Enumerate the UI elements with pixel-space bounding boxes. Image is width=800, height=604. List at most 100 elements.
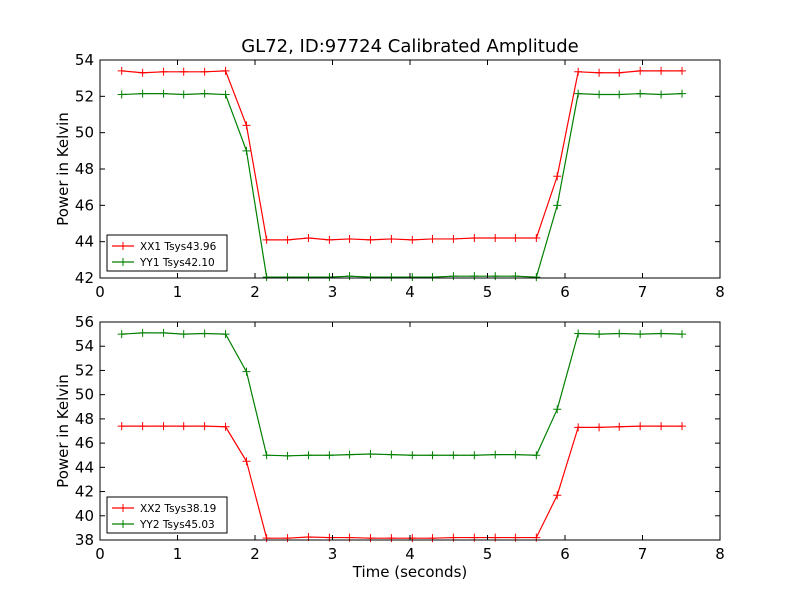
x-tick-label: 2 [250,545,260,563]
data-point [179,330,188,339]
x-tick-label: 6 [560,545,570,563]
data-point [470,272,479,281]
data-point [345,450,354,459]
y-tick-label: 52 [75,361,94,379]
y-tick-label: 48 [75,160,94,178]
data-point [138,328,147,337]
y-tick-label: 40 [75,507,94,525]
data-point [242,121,251,130]
series-line-1-2 [121,92,683,278]
x-tick-label: 7 [638,545,648,563]
x-tick-label: 1 [173,283,183,301]
data-point [428,234,437,243]
y-axis-label: Power in Kelvin [54,374,72,488]
data-point [283,235,292,244]
legend-label: XX1 Tsys43.96 [140,241,217,253]
legend-box [106,234,228,272]
y-tick-label: 54 [75,337,94,355]
data-point [615,68,624,77]
data-point [553,491,562,500]
data-point [553,172,562,181]
data-point [304,234,313,243]
data-point [574,329,583,338]
data-point [470,451,479,460]
data-point [242,457,251,466]
data-point [117,90,126,99]
data-point [428,451,437,460]
x-tick-label: 5 [483,545,493,563]
x-tick-label: 3 [328,283,338,301]
x-tick-label: 7 [638,283,648,301]
x-tick-label: 5 [483,283,493,301]
data-point [532,234,541,243]
y-tick-label: 42 [75,483,94,501]
series-line-2-1 [121,425,683,539]
data-point [262,235,271,244]
legend: XX1 Tsys43.96 YY1 Tsys42.10 [106,234,228,272]
data-point [200,89,209,98]
data-point [221,90,230,99]
y-tick-label: 50 [75,386,94,404]
data-point [345,272,354,281]
data-point [574,423,583,432]
data-point [511,450,520,459]
data-point [304,273,313,282]
data-point [159,422,168,431]
data-point [179,90,188,99]
data-point [283,273,292,282]
data-point [657,90,666,99]
data-point [200,67,209,76]
x-tick-label: 3 [328,545,338,563]
data-point [615,329,624,338]
data-point [159,89,168,98]
data-point [532,451,541,460]
data-point [179,67,188,76]
data-point [262,534,271,543]
data-point [595,68,604,77]
y-tick-label: 44 [75,233,94,251]
data-point [283,451,292,460]
legend-label: YY2 Tsys45.03 [139,519,215,531]
data-point [657,329,666,338]
data-point [408,235,417,244]
y-tick-label: 50 [75,124,94,142]
data-point [221,422,230,431]
data-point [117,422,126,431]
data-point [491,272,500,281]
data-point [325,235,334,244]
data-point [636,66,645,75]
data-point [636,422,645,431]
data-point [449,272,458,281]
data-point [678,89,687,98]
legend-box [106,496,228,534]
x-tick-label: 4 [405,545,415,563]
data-point [491,234,500,243]
data-point [657,422,666,431]
data-point [678,422,687,431]
chart-title: GL72, ID:97724 Calibrated Amplitude [241,36,579,57]
data-point [470,234,479,243]
y-tick-label: 56 [75,313,94,331]
data-point [366,534,375,543]
data-point [221,66,230,75]
data-point [408,451,417,460]
data-point [615,422,624,431]
data-point [387,234,396,243]
x-tick-label: 2 [250,283,260,301]
data-point [242,146,251,155]
x-tick-label: 6 [560,283,570,301]
data-point [532,273,541,282]
data-point [387,450,396,459]
y-tick-label: 46 [75,196,94,214]
data-point [615,90,624,99]
data-point [366,273,375,282]
data-point [138,422,147,431]
chart-panel-1: 0 1 2 3 4 5 6 7 8 42 44 46 48 50 52 54 Power in Kelvin XX… [54,51,725,301]
data-point [138,89,147,98]
data-point [325,451,334,460]
legend-label: YY1 Tsys42.10 [139,257,215,269]
data-point [636,89,645,98]
data-point [491,450,500,459]
